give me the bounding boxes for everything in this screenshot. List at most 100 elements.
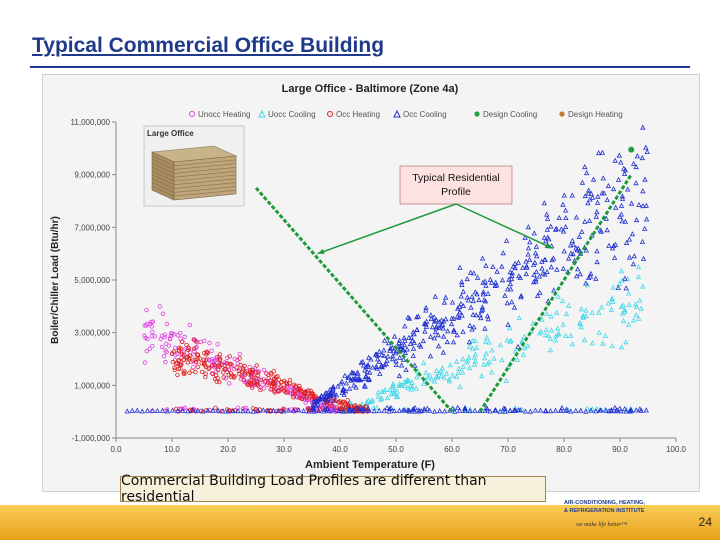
data-point bbox=[549, 257, 555, 263]
data-point bbox=[478, 308, 485, 314]
data-point bbox=[610, 284, 616, 290]
data-point bbox=[384, 357, 390, 363]
data-point bbox=[464, 276, 470, 282]
data-point bbox=[534, 253, 540, 259]
data-point bbox=[195, 407, 201, 413]
data-point bbox=[187, 322, 192, 328]
data-point bbox=[303, 400, 308, 405]
data-point bbox=[393, 358, 399, 364]
legend-label: Uocc Cooling bbox=[268, 110, 316, 119]
data-point bbox=[403, 366, 409, 372]
data-point bbox=[238, 362, 243, 368]
data-point bbox=[427, 333, 434, 339]
data-point bbox=[589, 194, 596, 200]
data-point bbox=[376, 407, 382, 413]
data-point bbox=[161, 354, 167, 359]
data-point bbox=[593, 275, 599, 281]
building-floor-line bbox=[151, 166, 175, 178]
data-point bbox=[210, 363, 215, 368]
data-point bbox=[623, 285, 629, 291]
data-point bbox=[362, 367, 368, 373]
data-point bbox=[331, 407, 337, 413]
data-point bbox=[396, 373, 403, 379]
building-floor-line bbox=[173, 186, 237, 193]
data-point bbox=[622, 405, 628, 411]
building-floor-line bbox=[151, 155, 175, 167]
data-point bbox=[468, 304, 474, 310]
data-point bbox=[494, 268, 500, 274]
data-point bbox=[171, 349, 176, 354]
data-point bbox=[582, 218, 588, 224]
data-point bbox=[316, 408, 322, 414]
data-point bbox=[537, 289, 543, 295]
data-point bbox=[577, 271, 583, 277]
data-point bbox=[209, 348, 214, 353]
data-point bbox=[329, 403, 335, 409]
logo-line-1: AIR-CONDITIONING, HEATING, bbox=[564, 500, 645, 506]
data-point bbox=[583, 313, 589, 319]
data-point bbox=[424, 405, 430, 411]
data-point bbox=[402, 350, 409, 356]
data-point bbox=[611, 254, 618, 260]
data-point bbox=[436, 369, 442, 375]
data-point bbox=[593, 408, 599, 414]
data-point bbox=[458, 293, 464, 299]
data-point bbox=[221, 375, 226, 380]
data-point bbox=[622, 275, 628, 281]
data-point bbox=[396, 339, 402, 345]
data-point bbox=[560, 321, 566, 327]
data-point bbox=[185, 408, 191, 414]
data-point bbox=[508, 337, 514, 343]
data-point bbox=[462, 407, 468, 413]
callout-arrowhead bbox=[545, 243, 553, 249]
data-point bbox=[149, 334, 155, 339]
slide-caption: Commercial Building Load Profiles are di… bbox=[120, 473, 546, 505]
data-point bbox=[456, 365, 462, 371]
data-point bbox=[619, 193, 626, 199]
data-point bbox=[421, 407, 428, 413]
data-point bbox=[457, 264, 463, 270]
data-point bbox=[408, 334, 415, 340]
data-point bbox=[319, 393, 325, 399]
data-point bbox=[447, 362, 453, 368]
data-point bbox=[213, 372, 219, 378]
data-point bbox=[297, 383, 302, 389]
data-point bbox=[455, 305, 461, 311]
data-point bbox=[619, 310, 626, 316]
data-point bbox=[517, 274, 523, 280]
data-point bbox=[471, 354, 478, 360]
data-point bbox=[365, 362, 371, 368]
data-point bbox=[258, 377, 264, 383]
data-point bbox=[544, 215, 551, 221]
data-point bbox=[598, 304, 605, 310]
y-tick-label: 3,000,000 bbox=[74, 329, 110, 338]
data-point bbox=[282, 385, 287, 391]
data-point bbox=[391, 389, 397, 395]
data-point bbox=[527, 408, 534, 414]
data-point bbox=[427, 353, 434, 359]
data-point bbox=[181, 352, 187, 357]
data-point bbox=[483, 262, 489, 268]
data-point bbox=[429, 324, 436, 330]
data-point bbox=[159, 407, 166, 413]
data-point bbox=[594, 209, 600, 215]
data-point bbox=[290, 407, 297, 413]
chart-title: Large Office - Baltimore (Zone 4a) bbox=[282, 83, 459, 95]
data-point bbox=[643, 202, 649, 208]
data-point bbox=[517, 407, 523, 413]
data-point bbox=[423, 307, 429, 313]
data-point bbox=[410, 345, 417, 351]
data-point bbox=[443, 370, 450, 376]
data-point bbox=[467, 408, 473, 414]
data-point bbox=[199, 361, 204, 366]
data-point bbox=[250, 385, 255, 390]
data-point bbox=[533, 276, 539, 282]
data-point bbox=[366, 375, 372, 381]
data-point bbox=[422, 328, 428, 334]
data-point bbox=[457, 383, 463, 389]
data-point bbox=[428, 315, 434, 321]
data-point bbox=[391, 390, 397, 396]
y-tick-label: 11,000,000 bbox=[71, 118, 111, 127]
data-point bbox=[618, 202, 625, 208]
building-floor-line bbox=[151, 163, 175, 174]
